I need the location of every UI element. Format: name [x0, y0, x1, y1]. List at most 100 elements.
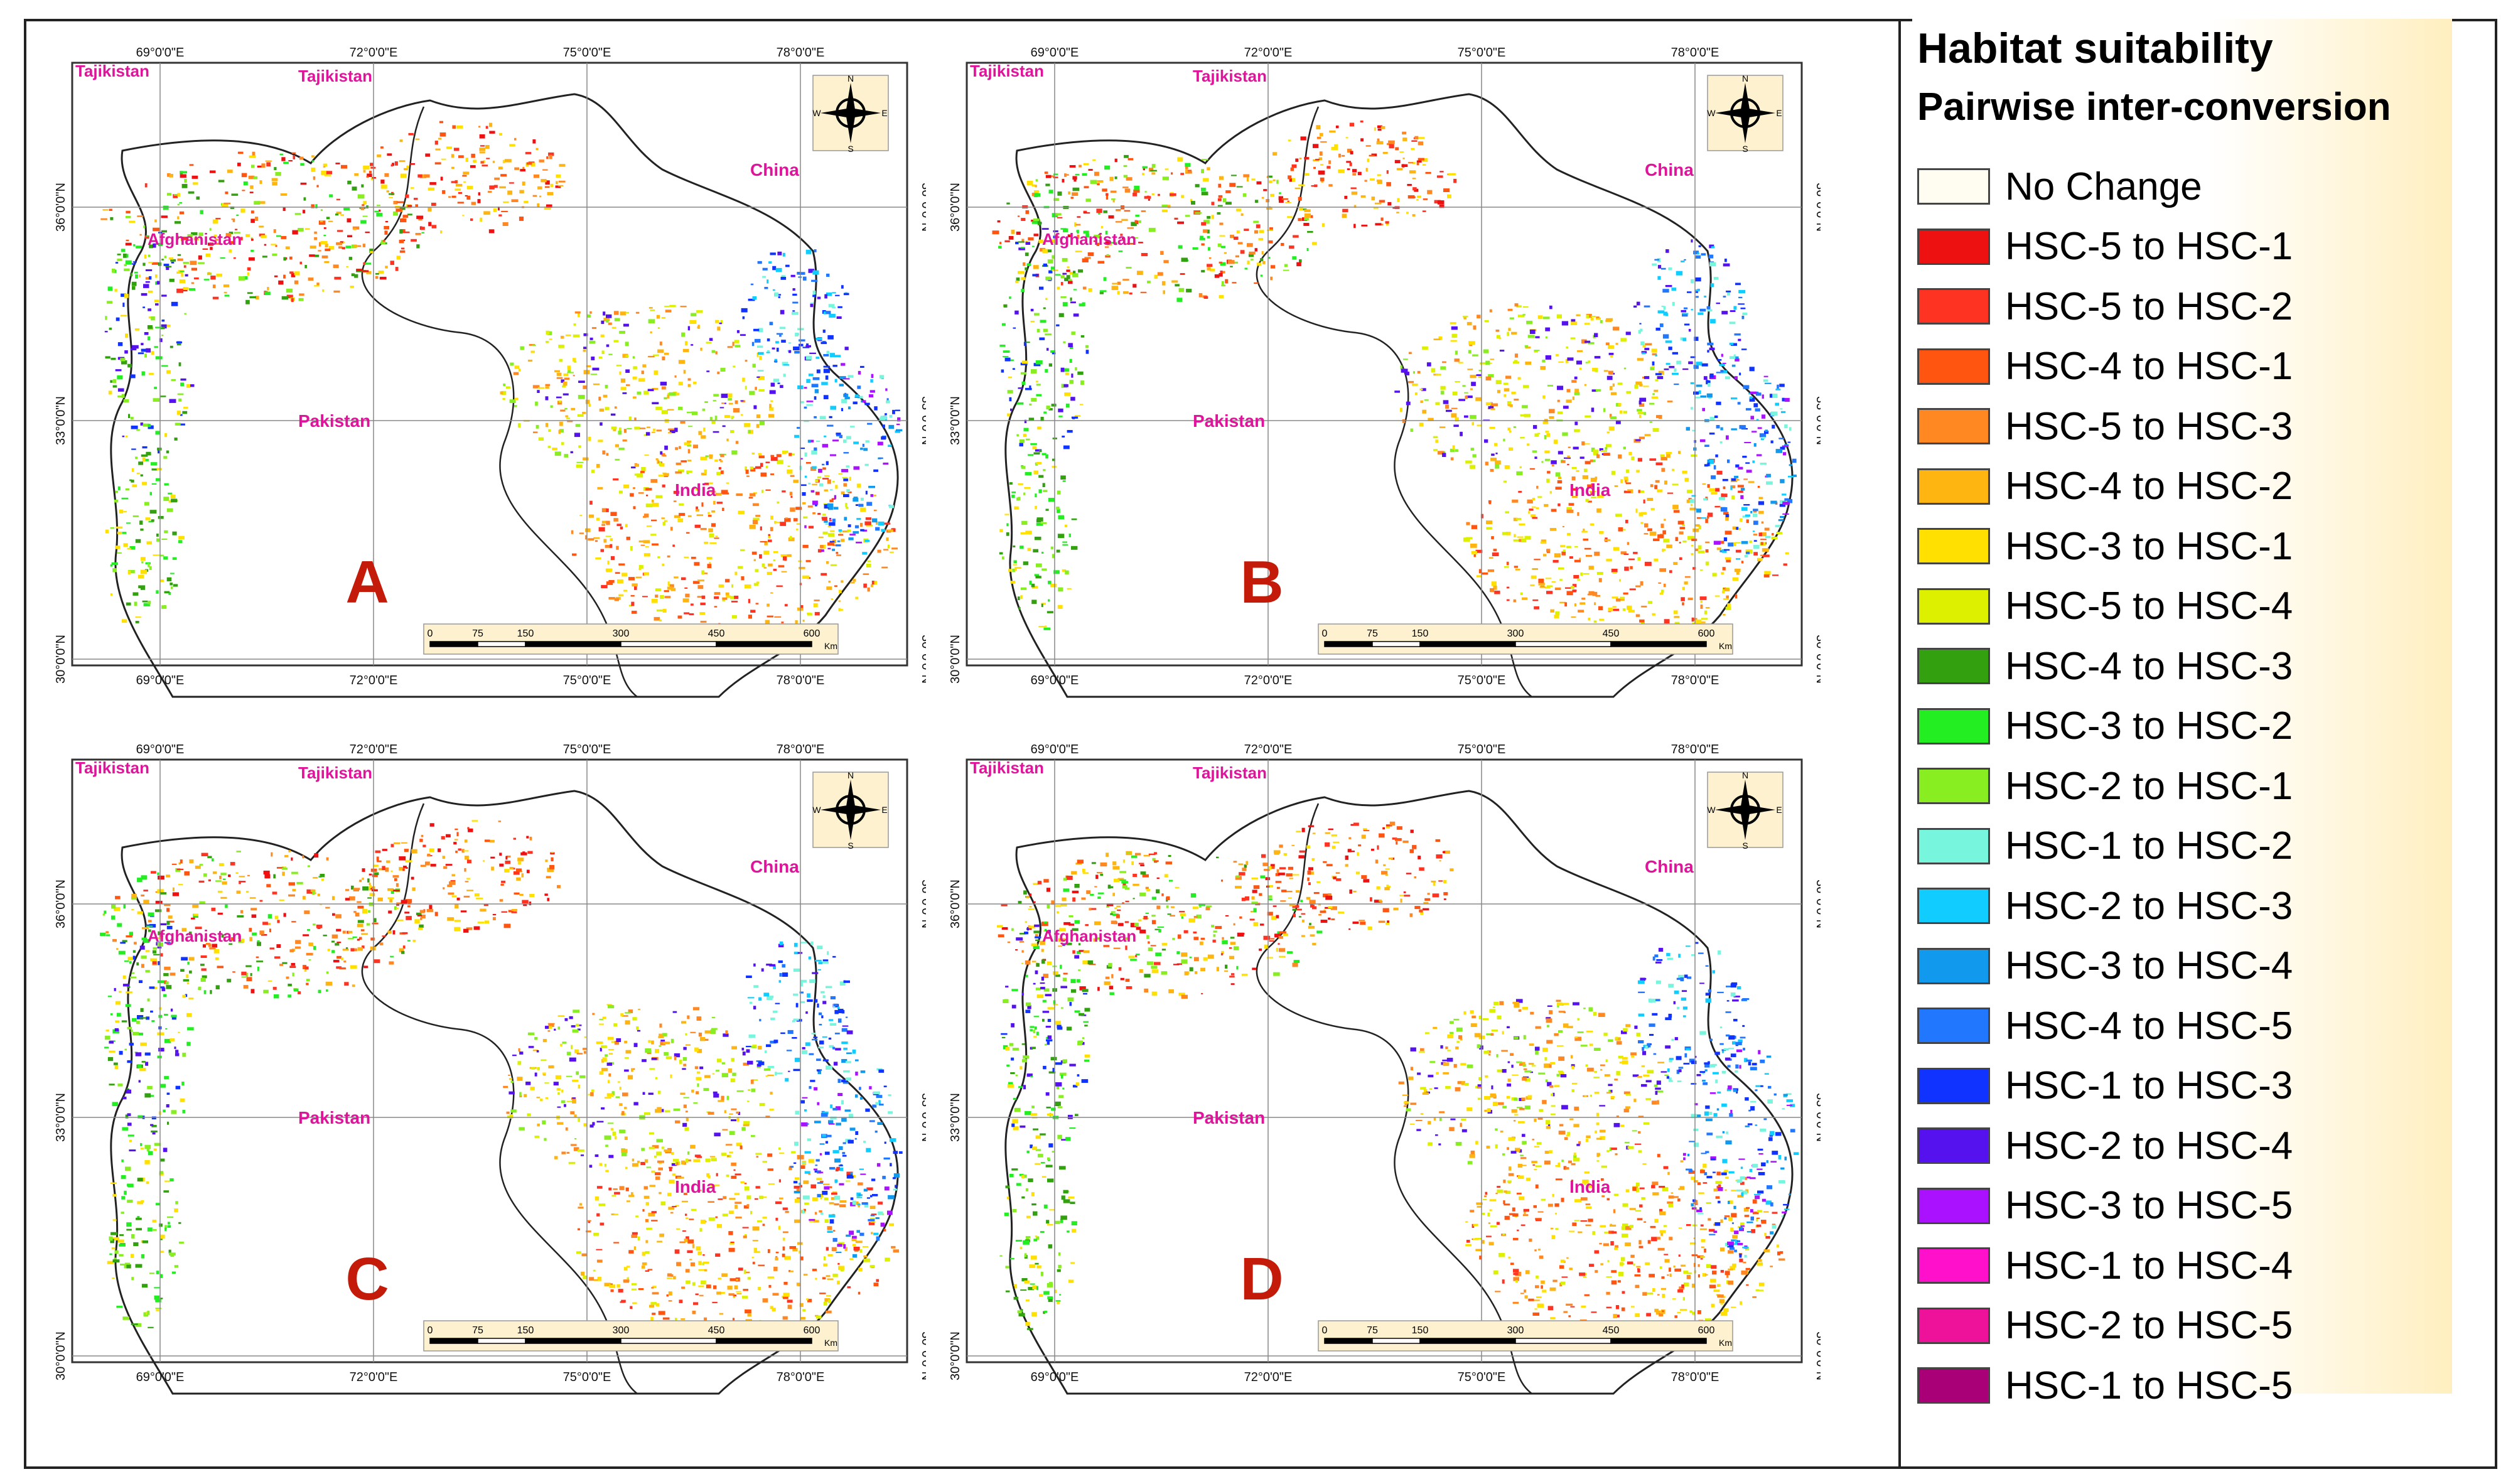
- change-patch: [186, 384, 191, 388]
- change-patch: [662, 522, 666, 525]
- change-patch: [682, 1122, 687, 1127]
- change-patch: [1507, 404, 1512, 406]
- change-patch: [1014, 506, 1019, 510]
- change-patch: [1753, 508, 1758, 512]
- change-patch: [1177, 157, 1183, 162]
- change-patch: [1136, 220, 1139, 225]
- change-patch: [572, 553, 577, 556]
- change-patch: [326, 171, 332, 175]
- change-patch: [512, 1055, 517, 1057]
- change-patch: [769, 404, 772, 408]
- change-patch: [544, 186, 550, 188]
- change-patch: [396, 903, 400, 906]
- change-patch: [255, 217, 258, 221]
- change-patch: [760, 526, 762, 530]
- change-patch: [172, 887, 175, 891]
- change-patch: [1620, 338, 1627, 342]
- change-patch: [1771, 536, 1778, 540]
- change-patch: [1035, 505, 1037, 509]
- change-patch: [161, 230, 168, 233]
- change-patch: [1033, 190, 1039, 193]
- change-patch: [1639, 619, 1645, 623]
- change-patch: [429, 182, 436, 185]
- change-patch: [375, 272, 379, 275]
- change-patch: [814, 611, 820, 616]
- change-patch: [254, 201, 261, 205]
- map-frame: [71, 758, 908, 1363]
- change-patch: [1590, 478, 1597, 482]
- change-patch: [1011, 229, 1015, 234]
- change-patch: [1619, 579, 1622, 582]
- change-patch: [824, 435, 827, 438]
- change-patch: [1554, 553, 1561, 558]
- change-patch: [675, 1120, 681, 1124]
- change-patch: [386, 190, 389, 193]
- change-patch: [346, 266, 348, 268]
- change-patch: [1553, 439, 1558, 444]
- change-patch: [734, 340, 740, 343]
- change-patch: [853, 441, 859, 444]
- change-patch: [546, 156, 549, 159]
- change-patch: [767, 1074, 774, 1077]
- change-patch: [311, 160, 315, 163]
- change-patch: [1268, 257, 1271, 259]
- change-patch: [742, 316, 745, 320]
- change-patch: [1038, 626, 1045, 628]
- change-patch: [442, 856, 445, 859]
- change-patch: [180, 271, 185, 272]
- scale-tick-label: 0: [428, 628, 433, 639]
- change-patch: [1672, 468, 1674, 471]
- change-patch: [175, 1085, 181, 1090]
- change-patch: [1705, 541, 1710, 544]
- change-patch: [517, 1061, 522, 1065]
- change-patch: [112, 379, 116, 384]
- change-patch: [387, 897, 394, 900]
- change-patch: [122, 532, 127, 534]
- change-patch: [697, 1048, 702, 1053]
- change-patch: [1428, 417, 1434, 421]
- change-patch: [164, 903, 171, 906]
- change-patch: [548, 152, 554, 156]
- change-patch: [249, 155, 256, 158]
- change-patch: [777, 501, 780, 504]
- change-patch: [1567, 357, 1574, 361]
- change-patch: [163, 205, 169, 210]
- change-patch: [1734, 568, 1741, 573]
- change-patch: [1148, 227, 1156, 232]
- change-patch: [1594, 333, 1598, 337]
- change-patch: [832, 365, 837, 367]
- change-patch: [1222, 198, 1227, 203]
- change-patch: [756, 1063, 761, 1067]
- change-patch: [1783, 563, 1787, 566]
- change-patch: [122, 435, 125, 438]
- change-patch: [1623, 592, 1628, 595]
- change-patch: [479, 134, 485, 139]
- change-patch: [885, 388, 888, 391]
- change-patch: [1708, 382, 1711, 387]
- change-patch: [1599, 618, 1604, 621]
- change-patch: [1515, 569, 1520, 571]
- change-patch: [143, 423, 149, 427]
- change-patch: [614, 1041, 620, 1045]
- change-patch: [440, 230, 443, 234]
- change-patch: [105, 316, 107, 320]
- change-patch: [429, 848, 434, 852]
- change-patch: [193, 237, 199, 240]
- lon-label-bottom: 69°0'0"E: [136, 674, 185, 687]
- change-patch: [325, 248, 331, 252]
- change-patch: [1463, 315, 1468, 318]
- change-patch: [680, 1092, 686, 1095]
- change-patch: [868, 394, 874, 397]
- change-patch: [1045, 175, 1052, 178]
- change-patch: [251, 914, 257, 918]
- change-patch: [353, 228, 357, 230]
- change-patch: [1504, 388, 1510, 392]
- change-patch: [561, 379, 564, 383]
- change-patch: [817, 513, 821, 515]
- change-patch: [1465, 395, 1468, 399]
- change-patch: [664, 1149, 671, 1152]
- change-patch: [160, 1234, 165, 1239]
- change-patch: [656, 1151, 662, 1156]
- change-patch: [1724, 530, 1732, 535]
